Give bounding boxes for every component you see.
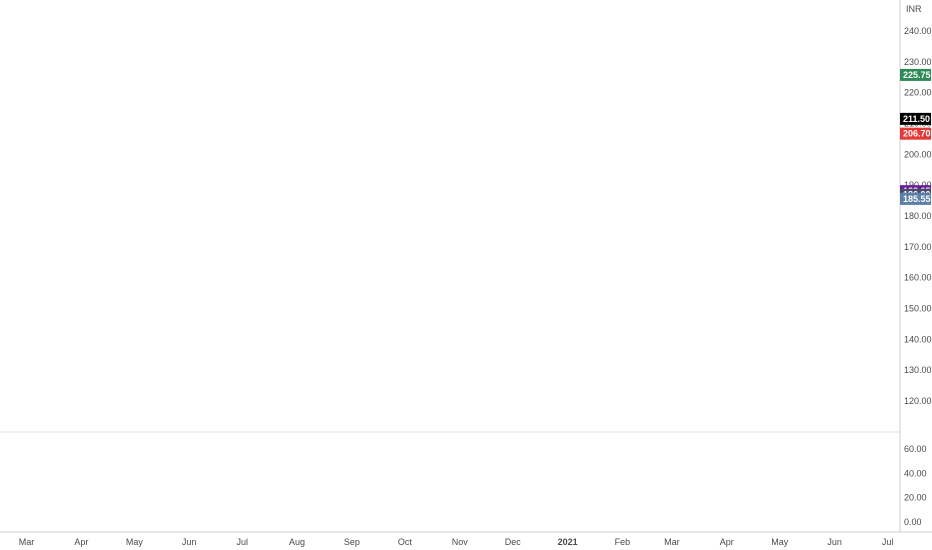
time-tick-label: Jun	[827, 537, 842, 547]
price-tick-label: 150.00	[904, 304, 932, 314]
time-tick-label: Oct	[398, 537, 413, 547]
volume-tick-label: 40.00	[904, 468, 927, 478]
time-tick-label: Jun	[182, 537, 197, 547]
time-tick-label: Feb	[615, 537, 631, 547]
price-tag-label: 211.50	[903, 114, 930, 124]
price-tick-label: 190.00	[904, 180, 932, 190]
time-tick-label: Dec	[505, 537, 522, 547]
price-tag-label: 225.75	[903, 70, 931, 80]
time-tick-label: Sep	[344, 537, 360, 547]
price-tag-background	[900, 112, 931, 125]
price-tick-label: 170.00	[904, 242, 932, 252]
price-tick-label: 240.00	[904, 26, 932, 36]
volume-tick-label: 60.00	[904, 444, 927, 454]
time-tick-label: Mar	[19, 537, 35, 547]
price-tag: 211.50	[900, 112, 931, 125]
volume-tick-label: 20.00	[904, 493, 927, 503]
currency-label: INR	[906, 4, 922, 14]
price-tag: 225.75	[900, 68, 931, 81]
price-tick-label: 120.00	[904, 396, 932, 406]
price-tag-background	[900, 192, 931, 205]
price-tag-label: 206.70	[903, 129, 931, 139]
price-tick-label: 140.00	[904, 334, 932, 344]
price-tag-background	[900, 68, 931, 81]
price-tag: 206.70	[900, 127, 931, 140]
price-tag: 185.55	[900, 192, 931, 205]
time-tick-label: May	[126, 537, 144, 547]
time-tick-label: May	[771, 537, 789, 547]
time-tick-label: Apr	[720, 537, 734, 547]
time-tick-label: Apr	[74, 537, 88, 547]
volume-tick-label: 0.00	[904, 517, 922, 527]
time-tick-label: 2021	[558, 537, 578, 547]
price-tick-label: 130.00	[904, 365, 932, 375]
price-tick-label: 230.00	[904, 57, 932, 67]
time-tick-label: Nov	[452, 537, 469, 547]
time-tick-label: Jul	[882, 537, 894, 547]
price-tag-label: 185.55	[903, 194, 931, 204]
price-tag-background	[900, 127, 931, 140]
time-tick-label: Jul	[236, 537, 248, 547]
price-tick-label: 160.00	[904, 273, 932, 283]
price-tick-label: 200.00	[904, 149, 932, 159]
price-tick-label: 220.00	[904, 88, 932, 98]
time-tick-label: Mar	[664, 537, 680, 547]
time-tick-label: Aug	[289, 537, 305, 547]
price-tick-label: 180.00	[904, 211, 932, 221]
